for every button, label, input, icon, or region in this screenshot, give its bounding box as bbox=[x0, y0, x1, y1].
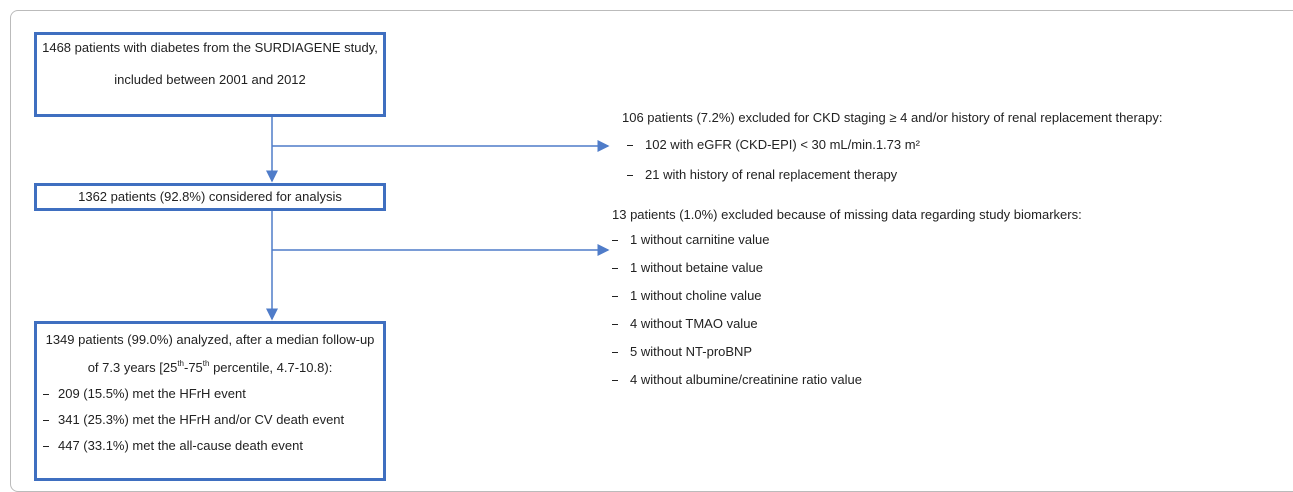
list-item: 1 without betaine value bbox=[630, 260, 763, 275]
page: 1468 patients with diabetes from the SUR… bbox=[10, 10, 1293, 492]
text: th bbox=[177, 359, 184, 368]
text: of 7.3 years [25 bbox=[87, 360, 178, 375]
text: th bbox=[202, 359, 210, 368]
bullet bbox=[612, 296, 618, 297]
list-item: 209 (15.5%) met the HFrH event bbox=[58, 386, 246, 401]
list-item: 1 without carnitine value bbox=[630, 232, 770, 247]
text: included between 2001 and 2012 bbox=[114, 72, 306, 87]
text: 13 patients (1.0%) excluded because of m… bbox=[612, 207, 1082, 222]
list-item: 102 with eGFR (CKD-EPI) < 30 mL/min.1.73… bbox=[645, 137, 920, 152]
bullet bbox=[43, 420, 49, 421]
bullet bbox=[627, 175, 633, 176]
list-item: 341 (25.3%) met the HFrH and/or CV death… bbox=[58, 412, 345, 427]
text: 1362 patients (92.8%) considered for ana… bbox=[78, 189, 342, 204]
box bbox=[34, 183, 386, 211]
box bbox=[34, 32, 386, 117]
bullet bbox=[612, 268, 618, 269]
text: of 7.3 years [25th-75th percentile, 4.7-… bbox=[34, 359, 386, 375]
list-item: 447 (33.1%) met the all-cause death even… bbox=[58, 438, 303, 453]
text: -75 bbox=[183, 360, 203, 375]
text: 106 patients (7.2%) excluded for CKD sta… bbox=[622, 110, 1163, 125]
bullet bbox=[612, 352, 618, 353]
bullet bbox=[612, 240, 618, 241]
list-item: 21 with history of renal replacement the… bbox=[645, 167, 898, 182]
list-item: 4 without TMAO value bbox=[630, 316, 758, 331]
list-item: 1 without choline value bbox=[630, 288, 762, 303]
bullet bbox=[612, 324, 618, 325]
bullet bbox=[43, 446, 49, 447]
text: percentile, 4.7-10.8): bbox=[209, 360, 333, 375]
bullet bbox=[43, 394, 49, 395]
list-item: 4 without albumine/creatinine ratio valu… bbox=[630, 372, 862, 387]
connectors bbox=[266, 117, 610, 321]
list-item: 5 without NT-proBNP bbox=[630, 344, 753, 359]
text: 1468 patients with diabetes from the SUR… bbox=[42, 40, 378, 55]
text: 1349 patients (99.0%) analyzed, after a … bbox=[45, 332, 375, 347]
bullet bbox=[627, 145, 633, 146]
bullet bbox=[612, 380, 618, 381]
